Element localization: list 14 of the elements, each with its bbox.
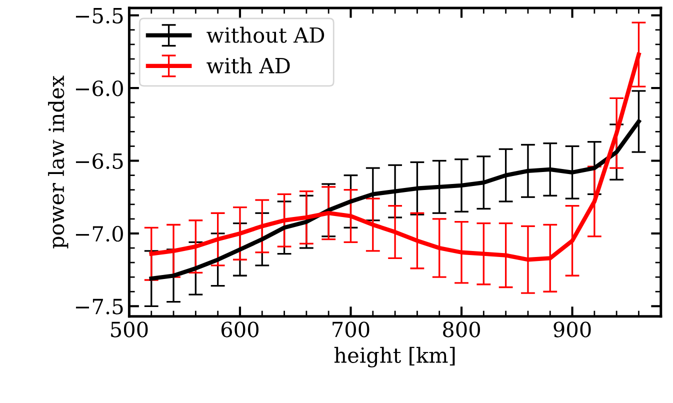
legend-label: without AD	[206, 26, 324, 43]
legend-label: with AD	[206, 57, 290, 74]
x-axis-title: height [km]	[334, 346, 455, 368]
y-tick-label: −7.5	[76, 298, 123, 314]
x-tick-label: 700	[332, 322, 370, 338]
x-tick-label: 900	[554, 322, 591, 338]
x-tick-label: 600	[221, 322, 258, 338]
y-tick-label: −5.5	[76, 8, 123, 24]
y-tick-label: −7.0	[76, 226, 123, 242]
y-tick-label: −6.0	[76, 80, 123, 96]
x-tick-label: 500	[111, 322, 148, 338]
x-tick-label: 800	[443, 322, 480, 338]
y-axis-title: power law index	[48, 76, 68, 248]
y-tick-label: −6.5	[76, 153, 123, 169]
